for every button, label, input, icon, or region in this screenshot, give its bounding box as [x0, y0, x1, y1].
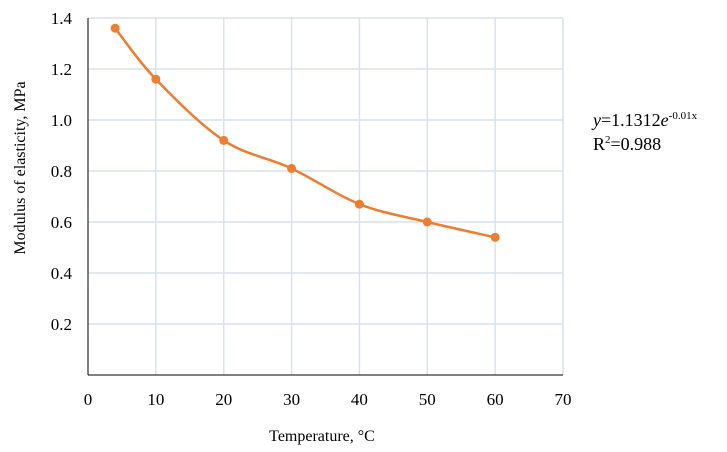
data-point [151, 74, 161, 84]
equation-line: y=1.1312e-0.01x [593, 108, 697, 132]
x-tick-label: 10 [147, 390, 164, 409]
y-tick-labels: 0.2 0.4 0.6 0.8 1.0 1.2 1.4 [51, 9, 73, 334]
y-tick-label: 0.2 [51, 315, 72, 334]
equation-coefficient: =1.1312 [601, 110, 661, 130]
equation-variable: y [593, 110, 601, 130]
series-line [113, 26, 497, 239]
data-point [422, 217, 432, 227]
y-tick-label: 1.2 [51, 60, 72, 79]
y-tick-label: 0.4 [51, 264, 73, 283]
grid-lines [88, 17, 564, 375]
r-squared-line: R2=0.988 [593, 132, 697, 156]
y-tick-label: 1.0 [51, 111, 72, 130]
x-tick-label: 50 [419, 390, 436, 409]
x-tick-label: 60 [487, 390, 504, 409]
data-point [490, 232, 500, 242]
x-tick-label: 20 [215, 390, 232, 409]
y-tick-label: 1.4 [51, 9, 73, 28]
y-axis-title: Modulus of elasticity, MPa [12, 81, 29, 254]
data-point [219, 135, 229, 145]
r-squared-power: 2 [605, 134, 611, 146]
data-point [287, 163, 297, 173]
x-tick-labels: 0 10 20 30 40 50 60 70 [84, 390, 572, 409]
data-point [354, 199, 364, 209]
x-tick-label: 70 [555, 390, 572, 409]
equation-base: e [660, 110, 669, 130]
trendline-equation: y=1.1312e-0.01x R2=0.988 [593, 108, 697, 156]
equation-exponent: -0.01x [668, 110, 698, 122]
x-axis-title: Temperature, °C [269, 428, 375, 445]
x-tick-label: 30 [283, 390, 300, 409]
x-tick-label: 0 [84, 390, 93, 409]
r-squared-symbol: R [593, 134, 606, 154]
series-group [110, 23, 500, 242]
y-tick-label: 0.6 [51, 213, 72, 232]
y-tick-label: 0.8 [51, 162, 72, 181]
r-squared-value: =0.988 [610, 134, 662, 154]
axes [87, 18, 563, 376]
x-tick-label: 40 [351, 390, 368, 409]
data-point [110, 23, 120, 33]
